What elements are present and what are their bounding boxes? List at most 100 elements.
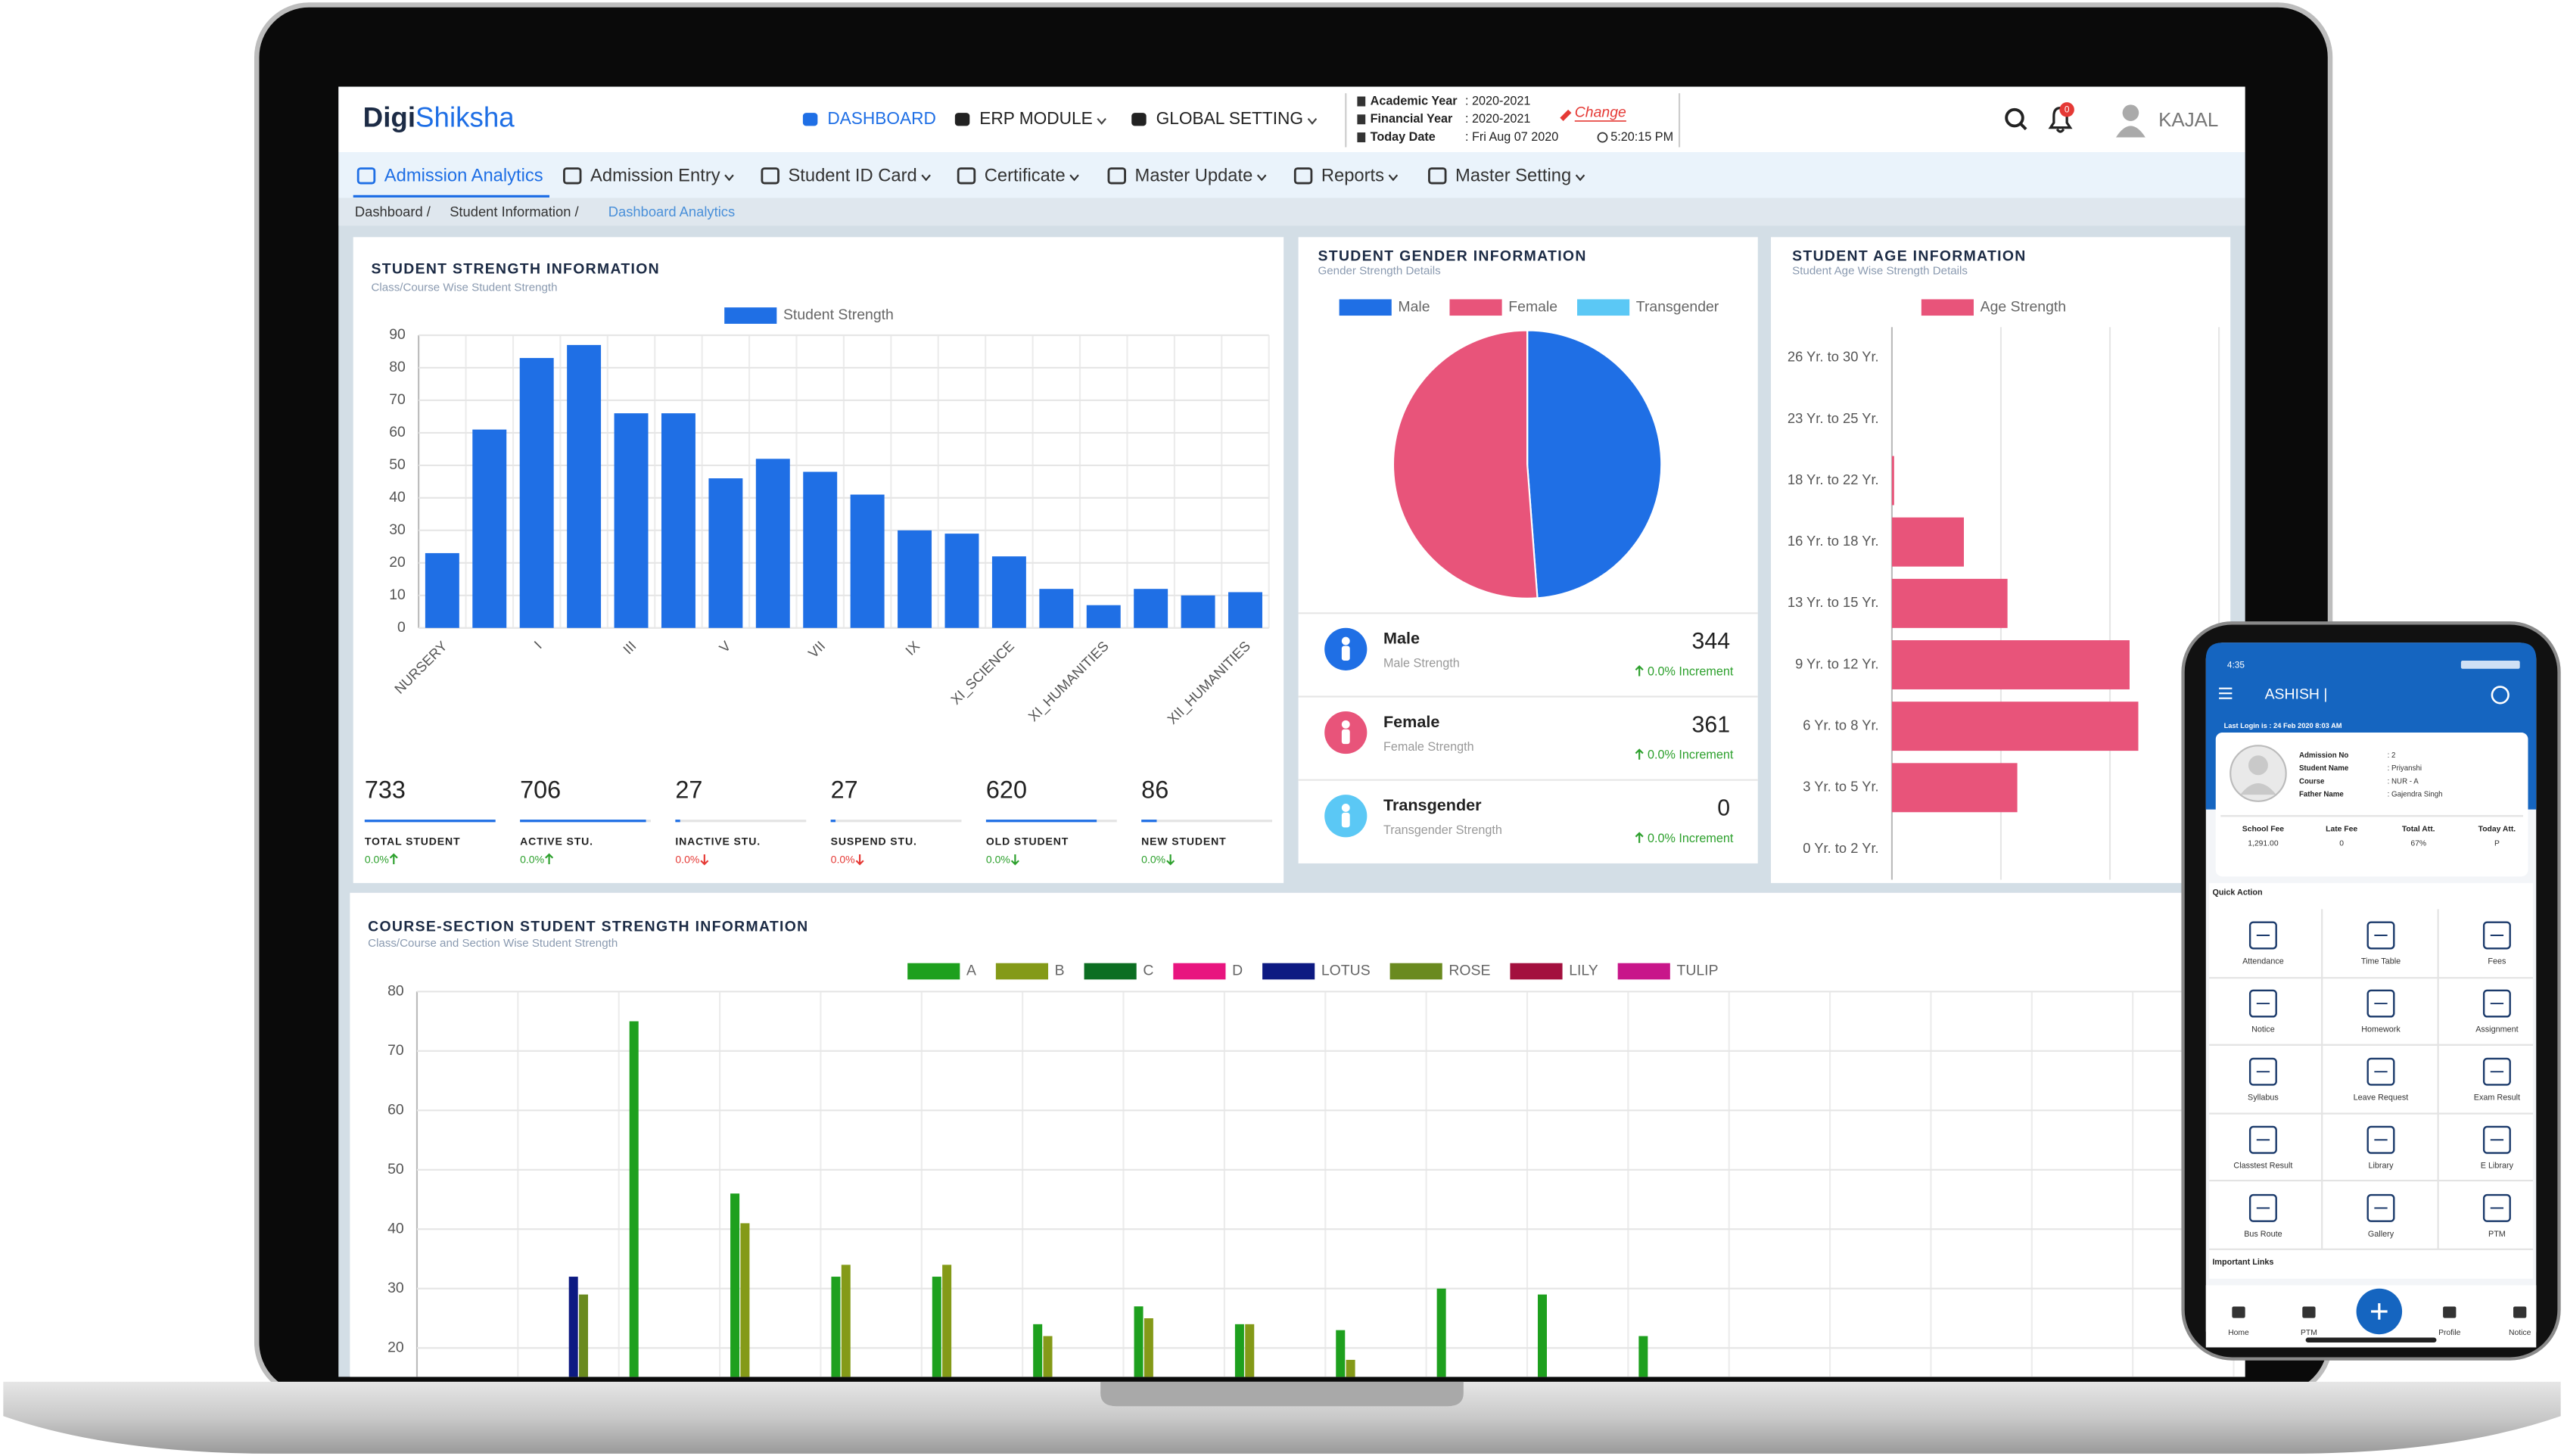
y-tick-label: 50 bbox=[389, 456, 406, 473]
legend-label[interactable]: ROSE bbox=[1448, 963, 1490, 979]
action-icon[interactable] bbox=[2366, 1057, 2395, 1086]
action-icon[interactable] bbox=[2482, 1125, 2511, 1154]
action-label[interactable]: Syllabus bbox=[2248, 1094, 2279, 1103]
action-label[interactable]: Library bbox=[2368, 1162, 2394, 1171]
card-subtitle: Female Strength bbox=[1383, 740, 1474, 754]
panel-subtitle: Class/Course and Section Wise Student St… bbox=[368, 937, 618, 950]
menu-item[interactable]: Reports bbox=[1321, 166, 1384, 186]
menu-item[interactable]: Admission Analytics bbox=[384, 166, 543, 186]
nav-icon[interactable] bbox=[2513, 1306, 2527, 1318]
action-icon[interactable] bbox=[2482, 989, 2511, 1018]
user-body bbox=[2115, 126, 2145, 138]
action-label[interactable]: Classtest Result bbox=[2233, 1162, 2292, 1171]
change-link[interactable]: Change bbox=[1575, 104, 1626, 120]
refresh-icon[interactable] bbox=[2491, 686, 2510, 705]
action-icon[interactable] bbox=[2248, 1193, 2277, 1222]
action-icon[interactable] bbox=[2366, 989, 2395, 1018]
info-value: : 2020-2021 bbox=[1465, 94, 1530, 107]
action-icon[interactable] bbox=[2366, 1193, 2395, 1222]
stat-change: 0.0% bbox=[675, 853, 699, 865]
bar bbox=[472, 429, 507, 628]
action-label[interactable]: Exam Result bbox=[2474, 1094, 2520, 1103]
breadcrumb[interactable]: Student Information / bbox=[450, 204, 579, 219]
action-label[interactable]: Fees bbox=[2488, 957, 2506, 966]
legend-label[interactable]: A bbox=[966, 963, 976, 979]
bar bbox=[1134, 589, 1168, 628]
menu-item[interactable]: Master Update bbox=[1135, 166, 1253, 186]
user-name[interactable]: KAJAL bbox=[2158, 110, 2218, 131]
menu-item[interactable]: Master Setting bbox=[1455, 166, 1571, 186]
action-icon[interactable] bbox=[2482, 921, 2511, 950]
action-icon[interactable] bbox=[2366, 1125, 2395, 1154]
bar bbox=[841, 1265, 851, 1377]
nav-icon[interactable] bbox=[2302, 1306, 2316, 1318]
action-icon[interactable] bbox=[2366, 921, 2395, 950]
action-label[interactable]: PTM bbox=[2488, 1230, 2506, 1239]
bar bbox=[1891, 578, 2008, 628]
bar bbox=[579, 1294, 589, 1377]
nav-icon[interactable] bbox=[2443, 1306, 2457, 1318]
bar bbox=[1245, 1324, 1255, 1377]
action-label[interactable]: Gallery bbox=[2368, 1230, 2394, 1239]
legend-label[interactable]: TULIP bbox=[1676, 963, 1718, 979]
action-label[interactable]: Assignment bbox=[2475, 1025, 2518, 1034]
nav-label[interactable]: Notice bbox=[2509, 1329, 2531, 1337]
chevron bbox=[1307, 118, 1318, 125]
action-label[interactable]: Bus Route bbox=[2244, 1230, 2282, 1239]
nav-label[interactable]: PTM bbox=[2301, 1329, 2317, 1337]
nav-label[interactable]: Home bbox=[2228, 1329, 2249, 1337]
legend-label[interactable]: LOTUS bbox=[1321, 963, 1371, 979]
action-icon[interactable] bbox=[2248, 921, 2277, 950]
menu-item[interactable]: Admission Entry bbox=[590, 166, 720, 186]
legend-label[interactable]: LILY bbox=[1569, 963, 1598, 979]
last-login: Last Login is : 24 Feb 2020 8:03 AM bbox=[2224, 722, 2342, 730]
fee-label: Today Att. bbox=[2478, 825, 2516, 833]
legend-label[interactable]: C bbox=[1143, 963, 1153, 979]
action-icon[interactable] bbox=[2248, 1057, 2277, 1086]
legend-label[interactable]: Male bbox=[1398, 298, 1430, 315]
search-icon[interactable] bbox=[2005, 107, 2024, 128]
bar bbox=[567, 344, 602, 628]
legend-label[interactable]: Female bbox=[1508, 298, 1557, 315]
nav-icon bbox=[802, 113, 818, 126]
bar bbox=[1891, 763, 2018, 813]
stat-change: 0.0% bbox=[365, 853, 389, 865]
action-icon[interactable] bbox=[2482, 1057, 2511, 1086]
action-label[interactable]: Attendance bbox=[2242, 957, 2284, 966]
bar bbox=[1228, 592, 1262, 628]
trend-arrow bbox=[700, 854, 709, 866]
action-label[interactable]: Homework bbox=[2361, 1025, 2401, 1034]
legend-label[interactable]: Age Strength bbox=[1981, 298, 2066, 315]
legend-swatch bbox=[1617, 963, 1670, 980]
action-label[interactable]: E Library bbox=[2481, 1162, 2514, 1171]
action-icon[interactable] bbox=[2248, 989, 2277, 1018]
legend-label[interactable]: Student Strength bbox=[783, 306, 894, 323]
action-label[interactable]: Time Table bbox=[2361, 957, 2401, 966]
y-tick-label: 18 Yr. to 22 Yr. bbox=[1788, 471, 1879, 487]
legend-label[interactable]: Transgender bbox=[1636, 298, 1719, 315]
action-label[interactable]: Leave Request bbox=[2354, 1094, 2409, 1103]
action-label[interactable]: Notice bbox=[2251, 1025, 2275, 1034]
nav-label[interactable]: Profile bbox=[2438, 1329, 2461, 1337]
bar bbox=[1086, 605, 1121, 628]
legend-label[interactable]: D bbox=[1232, 963, 1243, 979]
legend-label[interactable]: B bbox=[1055, 963, 1065, 979]
menu-icon[interactable] bbox=[2219, 687, 2233, 699]
bar bbox=[1336, 1330, 1346, 1377]
breadcrumb[interactable]: Dashboard Analytics bbox=[608, 204, 735, 219]
menu-item[interactable]: Certificate bbox=[985, 166, 1066, 186]
y-tick-label: 40 bbox=[387, 1220, 404, 1237]
nav-item[interactable]: ERP MODULE bbox=[979, 108, 1093, 128]
nav-icon[interactable] bbox=[2232, 1306, 2245, 1318]
card-name: Male bbox=[1383, 629, 1420, 648]
search-handle bbox=[2020, 123, 2027, 131]
action-icon[interactable] bbox=[2482, 1193, 2511, 1222]
nav-item[interactable]: DASHBOARD bbox=[827, 108, 936, 128]
stat-label: INACTIVE STU. bbox=[675, 835, 761, 848]
action-icon[interactable] bbox=[2248, 1125, 2277, 1154]
breadcrumb[interactable]: Dashboard / bbox=[355, 204, 431, 219]
info-label: Financial Year bbox=[1371, 112, 1453, 126]
menu-icon bbox=[761, 167, 779, 185]
menu-item[interactable]: Student ID Card bbox=[788, 166, 916, 186]
nav-item[interactable]: GLOBAL SETTING bbox=[1156, 108, 1303, 128]
